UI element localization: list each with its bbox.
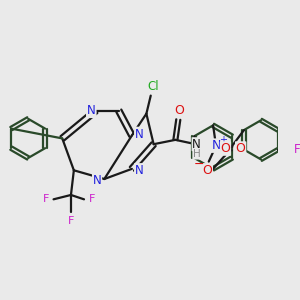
Text: F: F: [89, 194, 95, 204]
Text: N: N: [192, 138, 201, 151]
Text: N: N: [135, 128, 143, 140]
Text: N: N: [211, 139, 221, 152]
Text: O: O: [236, 142, 246, 155]
Text: N: N: [93, 174, 101, 187]
Text: N: N: [136, 128, 145, 140]
Text: F: F: [68, 216, 74, 226]
Text: O: O: [202, 164, 212, 177]
Text: +: +: [219, 135, 227, 145]
Text: H: H: [193, 149, 200, 159]
Text: Cl: Cl: [148, 80, 159, 93]
Text: −: −: [194, 158, 204, 171]
Text: F: F: [293, 143, 300, 156]
Text: F: F: [42, 194, 49, 204]
Text: N: N: [135, 164, 143, 177]
Text: O: O: [174, 104, 184, 117]
Text: O: O: [220, 142, 230, 155]
Text: N: N: [87, 104, 96, 117]
Text: N: N: [87, 104, 96, 117]
